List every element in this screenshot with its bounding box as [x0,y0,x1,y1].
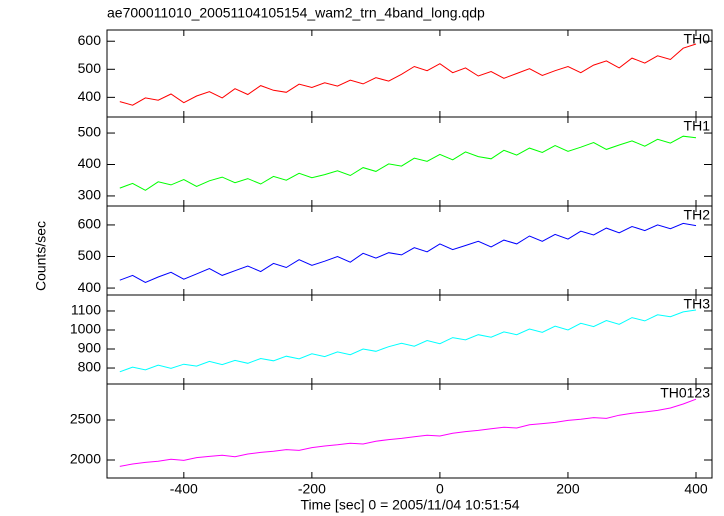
y-tick-label: 400 [78,279,102,295]
plot-frame [106,29,713,118]
series-line [119,309,697,373]
series-line [119,222,697,283]
y-tick-label: 300 [78,187,102,203]
series-line [119,135,697,191]
y-tick-label: 1000 [70,321,101,337]
y-tick-label: 500 [78,124,102,140]
series-name: TH3 [684,296,711,312]
y-tick-label: 800 [78,359,102,375]
y-axis-label: Counts/sec [33,221,49,291]
x-tick-label: 0 [436,481,444,497]
series-line [119,398,697,467]
y-tick-label: 400 [78,155,102,171]
y-tick-label: 900 [78,340,102,356]
y-tick-label: 600 [78,216,102,232]
y-tick-label: 500 [78,247,102,263]
series-name: TH2 [684,207,711,223]
x-tick-label: 400 [684,481,708,497]
y-tick-label: 400 [78,88,102,104]
series-line [119,43,697,106]
x-axis-label: Time [sec] 0 = 2005/11/04 10:51:54 [300,497,519,513]
x-tick-label: -400 [170,481,198,497]
y-tick-label: 1100 [71,302,101,318]
x-tick-label: 200 [556,481,580,497]
plot-frame [106,383,713,479]
y-tick-label: 2500 [70,411,101,427]
y-tick-label: 600 [78,32,102,48]
x-tick-label: -200 [298,481,326,497]
chart-title: ae700011010_20051104105154_wam2_trn_4ban… [107,5,485,21]
series-name: TH0123 [660,385,710,401]
plot-frame [106,294,713,385]
series-name: TH1 [684,118,711,134]
series-name: TH0 [684,31,711,47]
y-tick-label: 2000 [70,451,101,467]
y-tick-label: 500 [78,60,102,76]
